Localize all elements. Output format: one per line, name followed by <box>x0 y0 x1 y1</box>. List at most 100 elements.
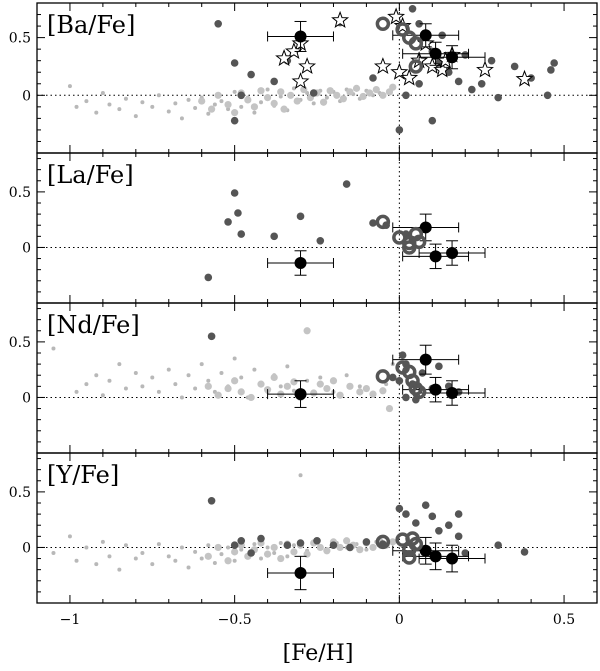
y-tick-label: 0.5 <box>9 335 31 351</box>
field-star-point <box>74 389 79 394</box>
panel-frame <box>36 452 598 604</box>
open-ring-point <box>375 214 391 230</box>
field-star-point-large <box>329 377 338 385</box>
field-star-point-large <box>257 380 265 388</box>
field-star-point-large <box>263 94 272 102</box>
field-star-point <box>186 373 191 378</box>
field-star-point <box>51 346 56 351</box>
program-star-point <box>446 51 459 64</box>
field-star-point <box>140 384 145 389</box>
field-star-point <box>67 84 72 89</box>
open-ring-point <box>401 240 417 255</box>
comparison-point <box>454 510 463 518</box>
field-star-point <box>232 89 237 94</box>
comparison-point <box>283 541 292 550</box>
comparison-point <box>207 496 216 505</box>
x-tick-label: −1 <box>60 612 81 628</box>
field-star-point-large <box>231 109 239 117</box>
y-tick-label: 0 <box>22 88 31 104</box>
field-star-point <box>278 384 283 389</box>
field-star-point <box>67 534 72 539</box>
field-star-point-large <box>372 85 380 94</box>
field-star-point <box>311 101 316 106</box>
comparison-point <box>362 538 371 546</box>
program-star-point <box>446 247 459 259</box>
program-star-point <box>419 29 432 42</box>
comparison-point <box>270 77 278 86</box>
field-star-point <box>272 551 277 555</box>
field-star-point <box>107 554 112 559</box>
y-tick-label: 0.5 <box>9 31 31 47</box>
open-ring-point <box>375 16 391 32</box>
field-star-point-large <box>277 554 285 563</box>
field-star-point <box>74 104 79 109</box>
field-star-point-large <box>270 99 278 107</box>
field-star-point-large <box>323 547 331 555</box>
star-marker <box>291 72 310 90</box>
field-star-point <box>291 388 296 393</box>
comparison-point <box>296 539 305 547</box>
open-ring-point <box>401 550 417 565</box>
open-ring-point <box>411 384 427 400</box>
star-marker <box>400 68 419 86</box>
field-star-point-large <box>263 550 272 558</box>
field-star-point <box>166 367 171 372</box>
x-tick-label: 0.5 <box>553 612 575 628</box>
field-star-point <box>305 378 310 383</box>
field-star-point <box>278 94 283 99</box>
panel-1: 0 0.5 [Ba/Fe] <box>9 2 598 154</box>
field-star-point-large <box>214 391 222 399</box>
comparison-point <box>395 376 404 385</box>
field-star-point-large <box>303 327 311 335</box>
comparison-point <box>395 126 404 134</box>
field-star-point <box>51 551 56 555</box>
open-ring-point <box>408 59 424 74</box>
field-star-point <box>100 393 105 398</box>
comparison-point <box>408 4 417 13</box>
field-star-point <box>123 386 128 391</box>
comparison-point <box>494 541 502 550</box>
comparison-point <box>257 534 265 543</box>
field-star-point <box>186 97 191 102</box>
field-star-point <box>140 551 145 555</box>
field-star-point-large <box>352 84 361 92</box>
comparison-point <box>230 59 239 67</box>
x-tick-label: −0.5 <box>218 612 252 628</box>
field-star-point-large <box>385 404 394 413</box>
field-star-point <box>219 371 224 375</box>
field-star-point <box>117 107 122 112</box>
field-star-point <box>199 362 204 367</box>
comparison-point <box>329 541 338 550</box>
field-star-point <box>84 545 89 550</box>
field-star-point-large <box>369 543 377 552</box>
field-star-point <box>239 104 244 109</box>
comparison-point <box>313 536 321 545</box>
star-marker <box>390 62 409 80</box>
panel-4: 0 0.5 [Y/Fe] <box>9 452 598 604</box>
field-star-point <box>364 547 369 552</box>
field-star-point-large <box>346 88 354 96</box>
comparison-point <box>520 548 529 556</box>
field-star-point-large <box>204 552 212 560</box>
program-star-point <box>429 47 442 60</box>
field-star-point-large <box>369 390 377 398</box>
field-star-point <box>166 109 171 114</box>
star-marker <box>275 48 294 67</box>
field-star-point-large <box>316 543 324 552</box>
field-star-point-large <box>359 92 367 101</box>
star-marker <box>298 57 317 75</box>
comparison-point <box>230 116 239 125</box>
field-star-point <box>226 107 231 112</box>
comparison-point <box>402 91 410 100</box>
field-star-point <box>133 371 138 375</box>
field-star-point <box>252 542 257 547</box>
program-star-point <box>446 552 459 565</box>
y-tick-label: 0 <box>22 240 31 256</box>
comparison-point <box>454 532 463 541</box>
field-star-point <box>291 543 296 548</box>
field-star-point <box>357 384 362 389</box>
field-star-point <box>173 101 178 106</box>
program-star-point <box>429 550 442 563</box>
field-star-point-large <box>293 97 301 105</box>
y-tick-label: 0 <box>22 390 31 406</box>
